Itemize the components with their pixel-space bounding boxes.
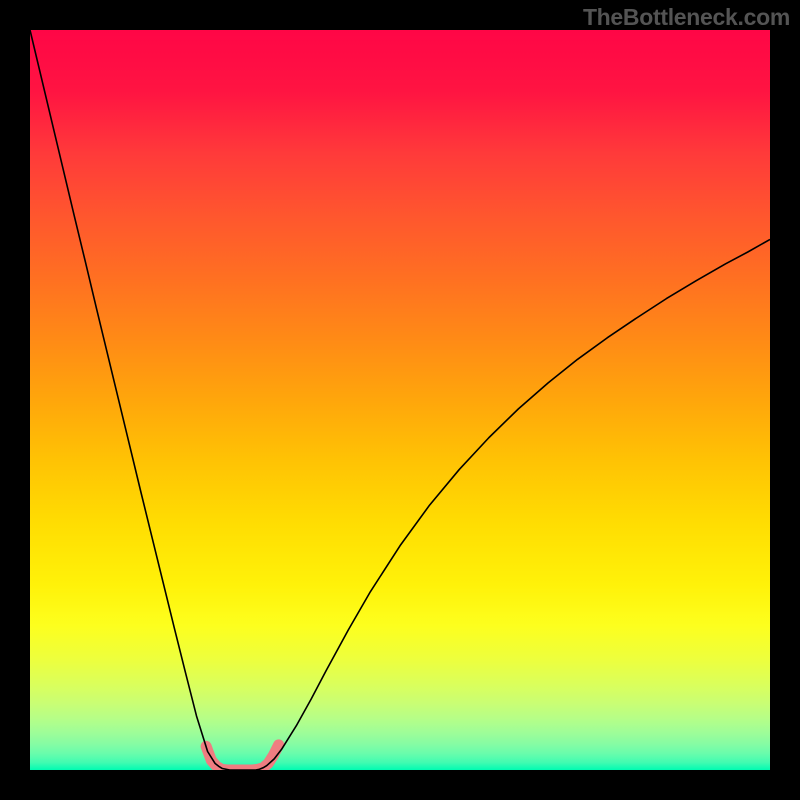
watermark-text: TheBottleneck.com — [583, 4, 790, 31]
chart-canvas: TheBottleneck.com — [0, 0, 800, 800]
chart-svg — [30, 30, 770, 770]
plot-area — [30, 30, 770, 770]
plot-background — [30, 30, 770, 770]
